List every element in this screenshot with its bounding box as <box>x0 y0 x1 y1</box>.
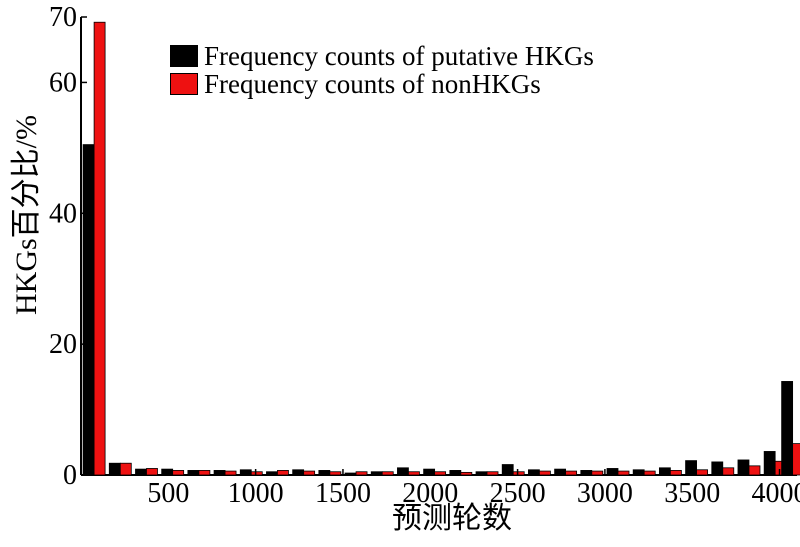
bar-nonhkgs <box>172 470 185 476</box>
bar-putative-hkgs <box>135 468 147 476</box>
x-tick-label: 500 <box>147 478 189 509</box>
legend-label: Frequency counts of putative HKGs <box>204 40 594 71</box>
bar-putative-hkgs <box>108 462 121 476</box>
x-tick-label: 2000 <box>402 478 458 509</box>
x-tick-label: 2500 <box>490 478 546 509</box>
bar-nonhkgs <box>198 470 211 476</box>
bar-nonhkgs <box>224 470 237 476</box>
bar-putative-hkgs <box>737 459 750 476</box>
bar-putative-hkgs <box>161 468 174 476</box>
bar-putative-hkgs <box>318 470 331 476</box>
bar-putative-hkgs <box>292 469 305 476</box>
bars <box>82 21 800 476</box>
bar-putative-hkgs <box>711 461 724 476</box>
bar-putative-hkgs <box>344 472 357 476</box>
y-tick-label: 70 <box>49 2 77 33</box>
bar-putative-hkgs <box>781 381 794 476</box>
bar-putative-hkgs <box>266 471 278 476</box>
bar-nonhkgs <box>486 471 499 476</box>
bar-nonhkgs <box>722 467 735 476</box>
bar-putative-hkgs <box>528 469 540 476</box>
bar-nonhkgs <box>460 471 473 476</box>
bar-putative-hkgs <box>685 460 697 476</box>
bar-putative-hkgs <box>606 468 619 476</box>
y-tick-label: 0 <box>63 460 77 491</box>
bar-nonhkgs <box>381 471 394 476</box>
bar-putative-hkgs <box>580 470 593 476</box>
legend: Frequency counts of putative HKGs Freque… <box>170 40 594 99</box>
bar-putative-hkgs <box>397 467 409 476</box>
bar-putative-hkgs <box>475 471 488 476</box>
bar-nonhkgs <box>748 465 761 476</box>
bar-nonhkgs <box>250 471 263 476</box>
bar-nonhkgs <box>408 471 420 476</box>
legend-swatch-black <box>170 45 198 67</box>
bar-putative-hkgs <box>501 464 514 476</box>
bar-nonhkgs <box>591 470 604 476</box>
bar-nonhkgs <box>669 470 682 476</box>
y-axis-title: HKGs百分比/% <box>10 115 43 315</box>
bar-putative-hkgs <box>632 469 645 476</box>
bar-putative-hkgs <box>239 469 252 476</box>
bar-nonhkgs <box>565 470 578 476</box>
bar-putative-hkgs <box>370 471 383 476</box>
bar-putative-hkgs <box>187 470 200 476</box>
bar-putative-hkgs <box>449 470 462 476</box>
bar-nonhkgs <box>303 470 316 476</box>
bar-nonhkgs <box>539 470 551 476</box>
legend-swatch-red <box>170 73 198 95</box>
bar-nonhkgs <box>434 471 447 476</box>
legend-label: Frequency counts of nonHKGs <box>204 68 541 99</box>
x-tick-label: 1500 <box>315 478 371 509</box>
bar-putative-hkgs <box>213 470 226 476</box>
bar-nonhkgs <box>355 471 368 476</box>
x-tick-label: 1000 <box>228 478 284 509</box>
bar-nonhkgs <box>119 462 132 476</box>
bar-nonhkgs <box>617 470 630 476</box>
y-tick-label: 20 <box>49 329 77 360</box>
bar-nonhkgs <box>277 470 289 476</box>
bar-putative-hkgs <box>763 451 776 476</box>
bar-nonhkgs <box>643 470 656 476</box>
x-tick-label: 3000 <box>577 478 633 509</box>
bar-putative-hkgs <box>554 468 567 476</box>
x-axis-title: 预测轮数 <box>392 502 512 535</box>
x-tick-label: 3500 <box>664 478 720 509</box>
y-tick-label: 60 <box>49 67 77 98</box>
bar-putative-hkgs <box>423 468 436 476</box>
bar-nonhkgs <box>512 471 525 476</box>
bar-putative-hkgs <box>658 467 671 476</box>
bar-nonhkgs <box>792 443 800 476</box>
bar-putative-hkgs <box>82 144 95 476</box>
bar-nonhkgs <box>93 21 106 476</box>
x-tick-label: 4000 <box>752 478 800 509</box>
bar-nonhkgs <box>696 469 708 476</box>
legend-item-nonhkgs: Frequency counts of nonHKGs <box>170 68 594 99</box>
legend-item-putative-hkgs: Frequency counts of putative HKGs <box>170 40 594 71</box>
y-tick-label: 40 <box>49 198 77 229</box>
bar-nonhkgs <box>146 468 158 476</box>
tick-labels: 0 20 40 60 70 500 1000 1500 2000 2500 3000 3500 4000 <box>49 2 800 509</box>
bar-nonhkgs <box>329 471 342 476</box>
